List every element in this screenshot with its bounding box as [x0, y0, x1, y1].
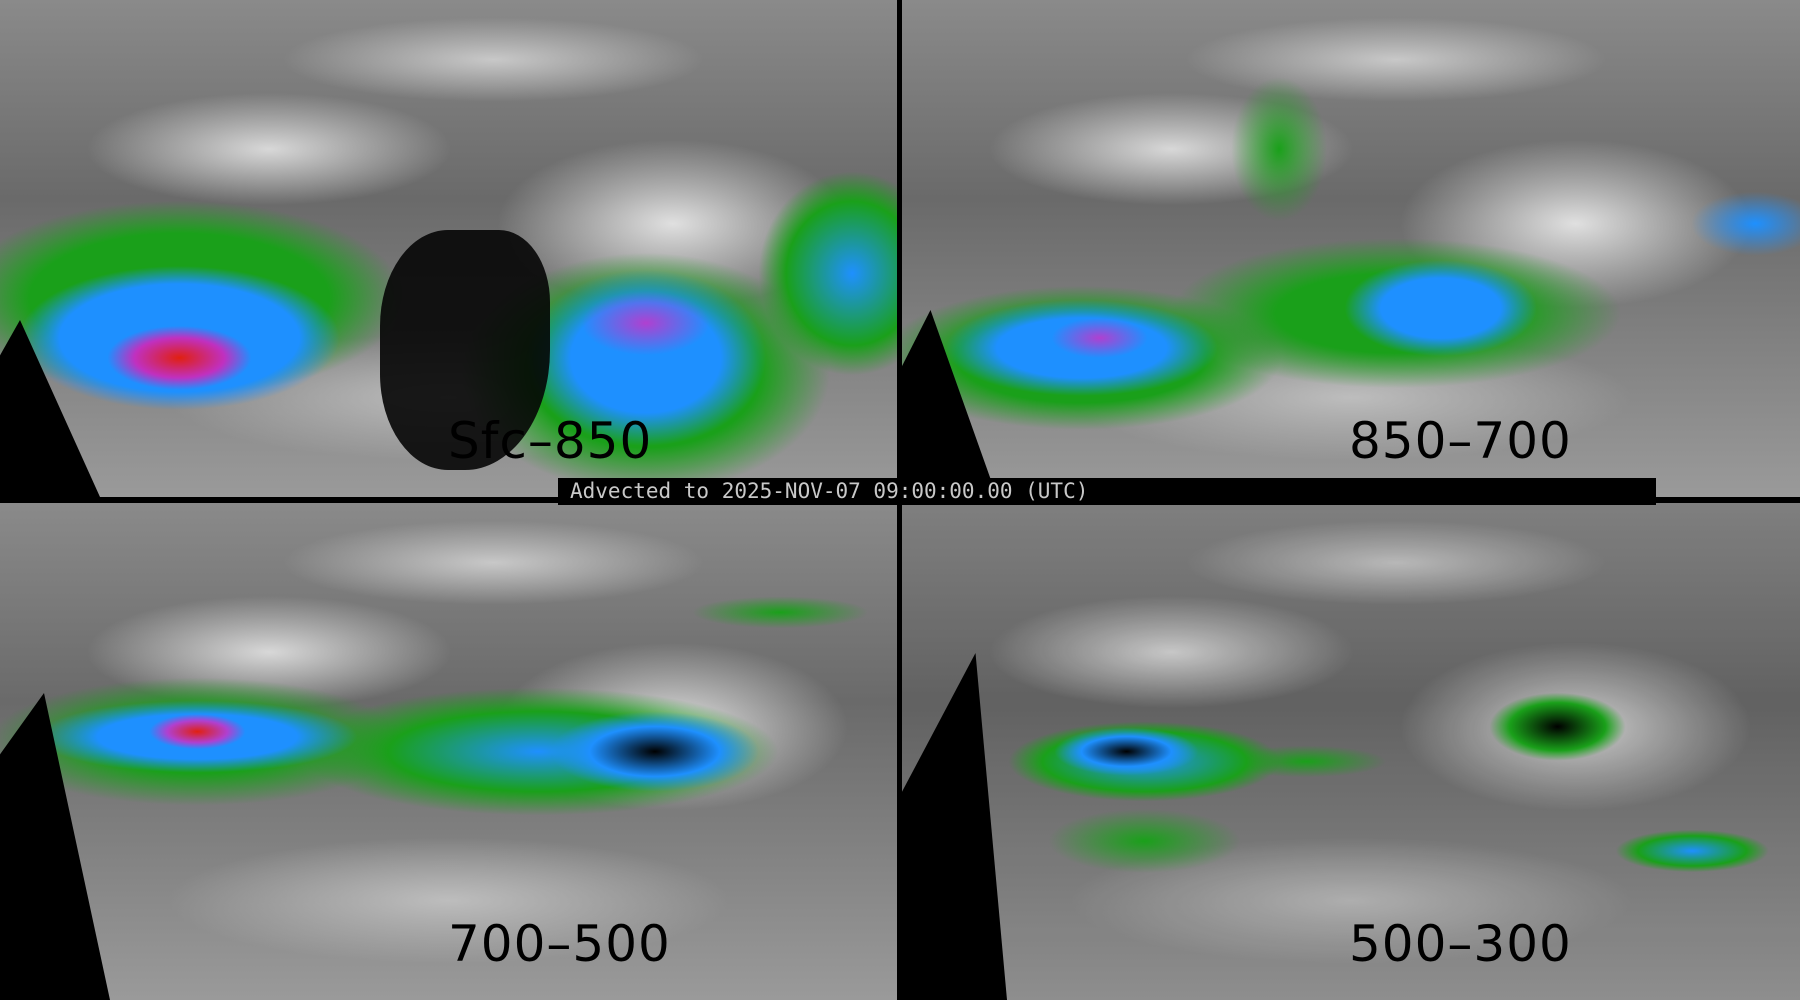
panel-label: 850–700	[1349, 412, 1572, 470]
map-panel-sfc-850: Sfc–850	[0, 0, 897, 497]
moisture-overlay	[0, 503, 897, 1000]
timestamp-bar: Advected to 2025-NOV-07 09:00:00.00 (UTC…	[558, 478, 1656, 505]
land-mask	[380, 230, 550, 470]
panel-label: 700–500	[448, 915, 671, 973]
panel-label: 500–300	[1349, 915, 1572, 973]
map-panel-850-700: 850–700	[902, 0, 1800, 497]
map-panel-700-500: 700–500	[0, 503, 897, 1000]
panel-label: Sfc–850	[448, 412, 653, 470]
moisture-overlay	[902, 0, 1800, 497]
map-panel-500-300: 500–300	[902, 503, 1800, 1000]
moisture-overlay	[902, 503, 1800, 1000]
